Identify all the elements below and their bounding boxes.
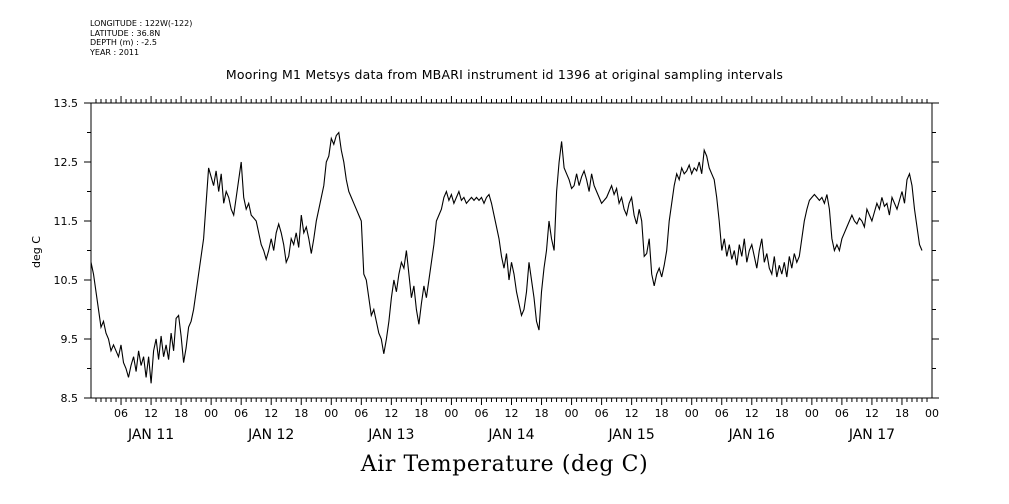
day-label: JAN 16 bbox=[728, 427, 775, 443]
x-tick-label: 06 bbox=[354, 407, 368, 420]
y-tick-label: 9.5 bbox=[61, 333, 79, 346]
x-tick-label: 12 bbox=[625, 407, 639, 420]
day-label: JAN 15 bbox=[608, 427, 655, 443]
x-tick-label: 12 bbox=[144, 407, 158, 420]
depth-label: DEPTH (m) : -2.5 bbox=[90, 38, 157, 47]
day-label: JAN 17 bbox=[848, 427, 895, 443]
x-tick-label: 00 bbox=[925, 407, 939, 420]
x-tick-label: 12 bbox=[865, 407, 879, 420]
y-tick-label: 11.5 bbox=[54, 215, 79, 228]
x-tick-label: 18 bbox=[895, 407, 909, 420]
x-tick-label: 06 bbox=[474, 407, 488, 420]
x-tick-label: 12 bbox=[505, 407, 519, 420]
plot-axes bbox=[84, 96, 939, 405]
series-line bbox=[90, 131, 923, 384]
x-tick-label: 00 bbox=[685, 407, 699, 420]
bottom-title: Air Temperature (deg C) bbox=[360, 452, 649, 477]
x-tick-label: 12 bbox=[745, 407, 759, 420]
latitude-label: LATITUDE : 36.8N bbox=[90, 28, 161, 38]
day-label: JAN 14 bbox=[487, 427, 534, 443]
y-tick-label: 10.5 bbox=[54, 274, 79, 287]
day-label: JAN 11 bbox=[127, 427, 174, 443]
x-tick-label: 18 bbox=[294, 407, 308, 420]
y-axis-label: deg C bbox=[30, 236, 43, 268]
x-tick-label: 06 bbox=[595, 407, 609, 420]
x-tick-label: 00 bbox=[805, 407, 819, 420]
x-tick-label: 12 bbox=[384, 407, 398, 420]
chart-title: Mooring M1 Metsys data from MBARI instru… bbox=[225, 67, 784, 82]
x-tick-label: 00 bbox=[565, 407, 579, 420]
x-tick-label: 18 bbox=[775, 407, 789, 420]
day-label: JAN 12 bbox=[247, 427, 294, 443]
x-tick-label: 18 bbox=[414, 407, 428, 420]
plot-frame bbox=[90, 102, 933, 399]
y-tick-label: 13.5 bbox=[54, 97, 79, 110]
day-label: JAN 13 bbox=[367, 427, 414, 443]
metadata-block: LONGITUDE : 122W(-122) LATITUDE : 36.8N … bbox=[90, 19, 192, 57]
x-tick-label: 18 bbox=[174, 407, 188, 420]
x-tick-label: 06 bbox=[114, 407, 128, 420]
y-tick-label: 12.5 bbox=[54, 156, 79, 169]
year-label: YEAR : 2011 bbox=[90, 47, 140, 57]
day-labels: JAN 11 JAN 12 JAN 13 JAN 14 JAN 15 JAN 16 JAN … bbox=[127, 427, 895, 443]
x-tick-label: 06 bbox=[715, 407, 729, 420]
x-tick-label: 00 bbox=[324, 407, 338, 420]
x-tick-label: 18 bbox=[535, 407, 549, 420]
x-tick-label: 06 bbox=[835, 407, 849, 420]
y-tick-labels: 8.5 9.5 10.5 11.5 12.5 13.5 bbox=[54, 97, 79, 405]
x-tick-label: 06 bbox=[234, 407, 248, 420]
x-tick-label: 18 bbox=[655, 407, 669, 420]
x-tick-label: 12 bbox=[264, 407, 278, 420]
longitude-label: LONGITUDE : 122W(-122) bbox=[90, 19, 193, 28]
x-tick-labels: 06 12 18 00 06 12 18 00 06 12 18 00 06 12 18 00 06 12 18 00… bbox=[114, 407, 939, 420]
y-tick-label: 8.5 bbox=[61, 392, 79, 405]
x-tick-label: 00 bbox=[204, 407, 218, 420]
x-tick-label: 00 bbox=[444, 407, 458, 420]
